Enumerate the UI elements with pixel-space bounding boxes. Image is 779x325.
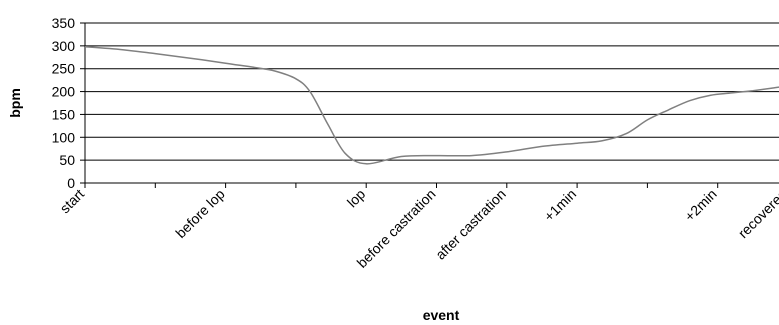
y-axis-title: bpm bbox=[7, 88, 23, 118]
x-tick-label: start bbox=[57, 186, 88, 217]
y-tick-label: 50 bbox=[59, 152, 75, 168]
series-group bbox=[84, 46, 779, 165]
x-tick-label: lop bbox=[344, 186, 369, 211]
x-tick-label: +1min bbox=[541, 186, 580, 225]
series-line bbox=[84, 46, 779, 165]
y-tick-label: 100 bbox=[52, 129, 76, 145]
y-tick-labels: 0 50 100 150 200 250 300 350 bbox=[52, 15, 76, 191]
y-tick-label: 350 bbox=[52, 15, 76, 31]
x-tick-label: after castration bbox=[432, 186, 509, 263]
y-tick-label: 300 bbox=[52, 38, 76, 54]
x-axis-title: event bbox=[423, 307, 460, 323]
x-tick-label: recovered bbox=[735, 186, 779, 241]
x-tick-label: +2min bbox=[681, 186, 720, 225]
axes bbox=[80, 22, 779, 188]
y-tick-label: 250 bbox=[52, 61, 76, 77]
x-tick-label: before lop bbox=[172, 186, 227, 241]
y-tick-label: 200 bbox=[52, 84, 76, 100]
gridlines bbox=[85, 22, 779, 161]
y-tick-label: 150 bbox=[52, 106, 76, 122]
y-tick-label: 0 bbox=[67, 175, 75, 191]
